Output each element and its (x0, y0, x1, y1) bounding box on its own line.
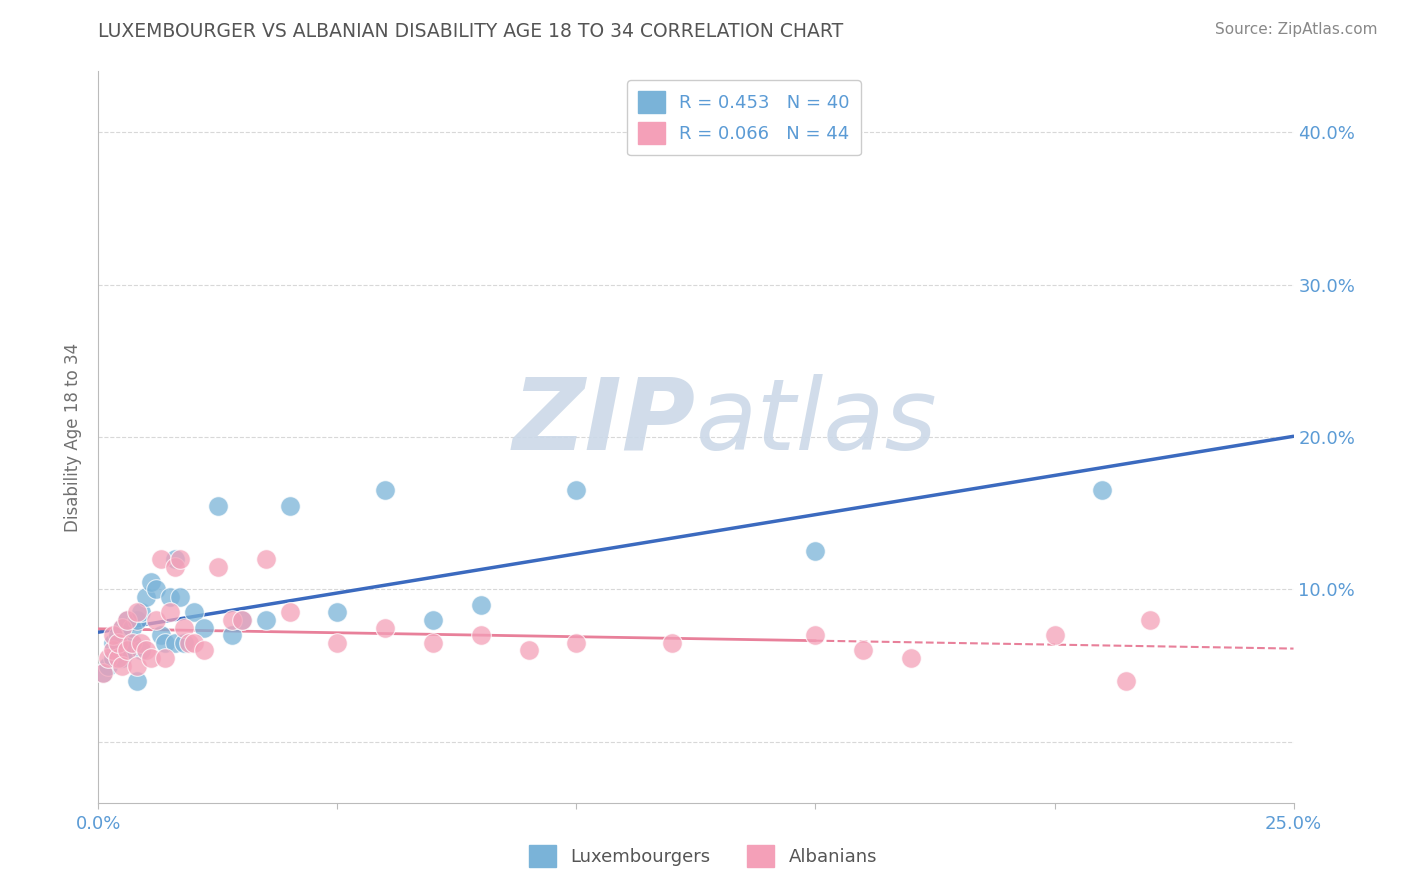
Point (131, 605, 153, 619)
Point (115, 613, 138, 627)
Point (326, 605, 349, 619)
Point (1115, 673, 1137, 688)
Point (804, 628, 827, 642)
Point (125, 673, 148, 688)
Point (111, 621, 134, 635)
Point (131, 643, 153, 657)
Point (139, 651, 162, 665)
Point (661, 636, 683, 650)
Point (470, 628, 492, 642)
Point (91, 666, 114, 681)
Point (900, 651, 922, 665)
Point (121, 621, 143, 635)
Point (207, 499, 229, 513)
Point (111, 658, 134, 673)
Point (155, 651, 177, 665)
Point (173, 621, 195, 635)
Text: Source: ZipAtlas.com: Source: ZipAtlas.com (1215, 22, 1378, 37)
Point (155, 636, 177, 650)
Point (565, 636, 588, 650)
Point (179, 636, 201, 650)
Point (422, 636, 444, 650)
Point (101, 636, 124, 650)
Point (159, 605, 181, 619)
Point (374, 483, 396, 498)
Point (121, 636, 143, 650)
Point (173, 636, 195, 650)
Point (115, 643, 138, 657)
Point (135, 590, 157, 604)
Point (169, 552, 191, 566)
Point (254, 552, 277, 566)
Point (91, 666, 114, 681)
Point (193, 621, 215, 635)
Point (125, 613, 148, 627)
Point (107, 643, 129, 657)
Point (565, 483, 588, 498)
Point (326, 636, 349, 650)
Point (149, 552, 172, 566)
Point (183, 605, 205, 619)
Point (149, 628, 172, 642)
Point (135, 643, 157, 657)
Point (517, 643, 540, 657)
Point (193, 643, 215, 657)
Point (107, 651, 129, 665)
Point (121, 636, 143, 650)
Point (111, 651, 134, 665)
Point (470, 598, 492, 612)
Point (278, 499, 301, 513)
Legend: Luxembourgers, Albanians: Luxembourgers, Albanians (522, 838, 884, 874)
Point (111, 621, 134, 635)
Point (139, 574, 162, 589)
Point (115, 613, 138, 627)
Point (125, 605, 148, 619)
Text: atlas: atlas (696, 374, 938, 471)
Point (107, 628, 129, 642)
Point (254, 613, 277, 627)
Point (101, 628, 124, 642)
Point (422, 613, 444, 627)
Point (804, 544, 827, 558)
Point (231, 613, 253, 627)
Point (183, 636, 205, 650)
Point (163, 636, 186, 650)
Text: ZIP: ZIP (513, 374, 696, 471)
Point (278, 605, 301, 619)
Point (125, 658, 148, 673)
Point (1091, 483, 1114, 498)
Point (159, 590, 181, 604)
Point (145, 613, 167, 627)
Point (101, 651, 124, 665)
Point (97, 658, 120, 673)
Point (231, 613, 253, 627)
Point (221, 628, 243, 642)
Point (207, 559, 229, 574)
Point (163, 559, 186, 574)
Point (97, 651, 120, 665)
Point (374, 621, 396, 635)
Point (163, 552, 186, 566)
Legend: R = 0.453   N = 40, R = 0.066   N = 44: R = 0.453 N = 40, R = 0.066 N = 44 (627, 80, 860, 155)
Point (131, 636, 153, 650)
Point (1043, 628, 1066, 642)
Point (852, 643, 875, 657)
Point (145, 582, 167, 597)
Text: LUXEMBOURGER VS ALBANIAN DISABILITY AGE 18 TO 34 CORRELATION CHART: LUXEMBOURGER VS ALBANIAN DISABILITY AGE … (98, 22, 844, 41)
Point (221, 613, 243, 627)
Point (169, 590, 191, 604)
Point (101, 643, 124, 657)
Y-axis label: Disability Age 18 to 34: Disability Age 18 to 34 (65, 343, 83, 532)
Point (1139, 613, 1161, 627)
Point (107, 636, 129, 650)
Point (115, 643, 138, 657)
